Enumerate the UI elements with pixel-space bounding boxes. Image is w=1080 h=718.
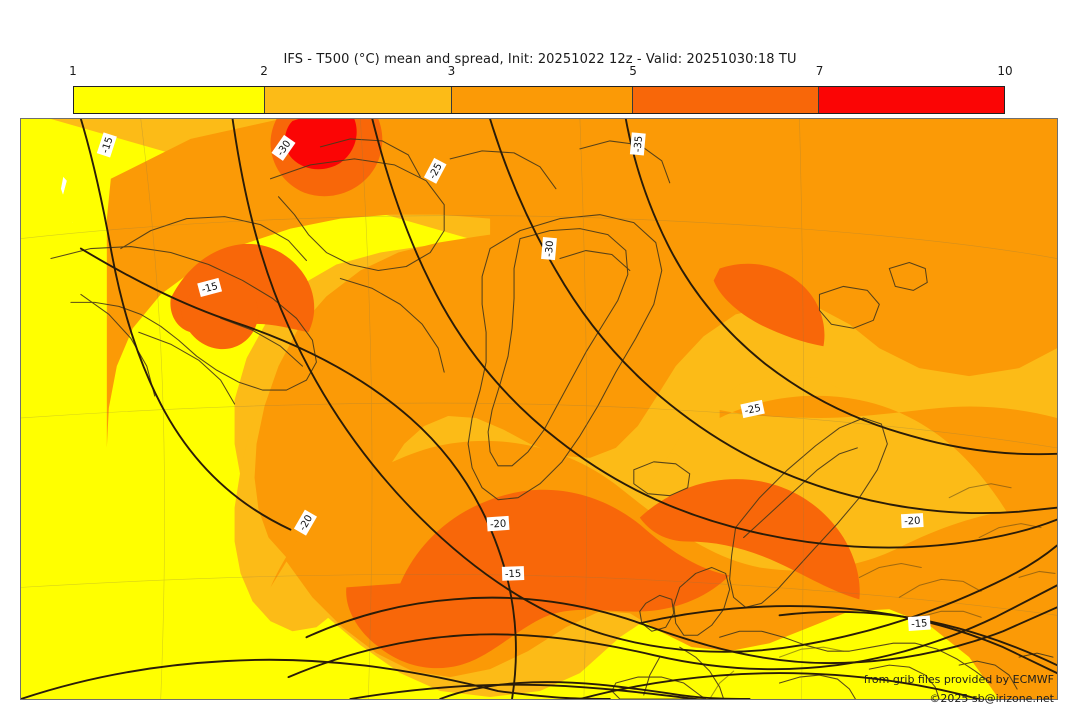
- contour-label-text: -20: [904, 516, 921, 528]
- spread-band-3-5-north: [106, 119, 1057, 568]
- contour-label: -15: [197, 277, 223, 297]
- colorbar-gradient: [73, 86, 1005, 114]
- data-source-credit: from grib files provided by ECMWF: [863, 673, 1054, 686]
- graticule: [21, 119, 1057, 699]
- spread-band-5-7-norwegian-sea: [713, 263, 825, 347]
- colorbar-segment: [264, 87, 452, 113]
- colorbar-segment: [74, 87, 265, 113]
- contour-label: -35: [629, 132, 646, 156]
- colorbar-segment: [818, 87, 1004, 113]
- spread-band-7-10-canada: [284, 119, 357, 170]
- contour-label-text: -15: [505, 569, 522, 581]
- contour-label-text: -30: [544, 240, 556, 257]
- page-title: IFS - T500 (°C) mean and spread, Init: 2…: [283, 52, 797, 67]
- contour-label-text: -15: [100, 136, 116, 155]
- contour-label-text: -20: [490, 519, 507, 531]
- contour-label-text: -15: [911, 618, 928, 630]
- contour-label: -25: [740, 399, 765, 419]
- colorbar-segment: [451, 87, 633, 113]
- contour-labels: -15 -15 -30 -25: [96, 132, 931, 631]
- spread-band-5-7-canada-b: [180, 278, 259, 350]
- contour-label-text: -15: [201, 281, 220, 296]
- contour-label: -15: [501, 566, 525, 581]
- colorbar-tick: 3: [447, 64, 456, 78]
- contour-label: -30: [541, 237, 557, 261]
- colorbar: 1 2 3 5 7 10: [69, 64, 1013, 114]
- colorbar-tick: 10: [997, 64, 1013, 78]
- colorbar-tick: 7: [815, 64, 824, 78]
- contour-label: -20: [486, 515, 510, 532]
- colorbar-tick: 5: [629, 64, 637, 78]
- contour-label: -15: [907, 615, 931, 631]
- colorbar-tick-labels: 1 2 3 5 7 10: [69, 64, 1012, 82]
- contour-label: -15: [96, 132, 117, 158]
- coastlines: [50, 138, 1056, 699]
- spread-band-3-5-scandinavia: [719, 395, 1057, 618]
- spread-band-5-7-scandinavia: [639, 479, 860, 600]
- contour-label: -20: [900, 513, 924, 529]
- map-plot: -15 -15 -30 -25: [21, 119, 1057, 699]
- colorbar-tick: 2: [260, 64, 268, 78]
- spread-band-5-7-atlantic: [346, 489, 730, 669]
- contour-lines: [21, 119, 1057, 699]
- copyright-credit: ©2025 sb@irizone.net: [929, 692, 1054, 705]
- contour-label-text: -25: [744, 403, 762, 417]
- colorbar-tick: 1: [69, 64, 77, 78]
- map-canvas[interactable]: -15 -15 -30 -25: [20, 118, 1058, 700]
- contour-label-text: -35: [633, 135, 645, 152]
- colorbar-segment: [632, 87, 819, 113]
